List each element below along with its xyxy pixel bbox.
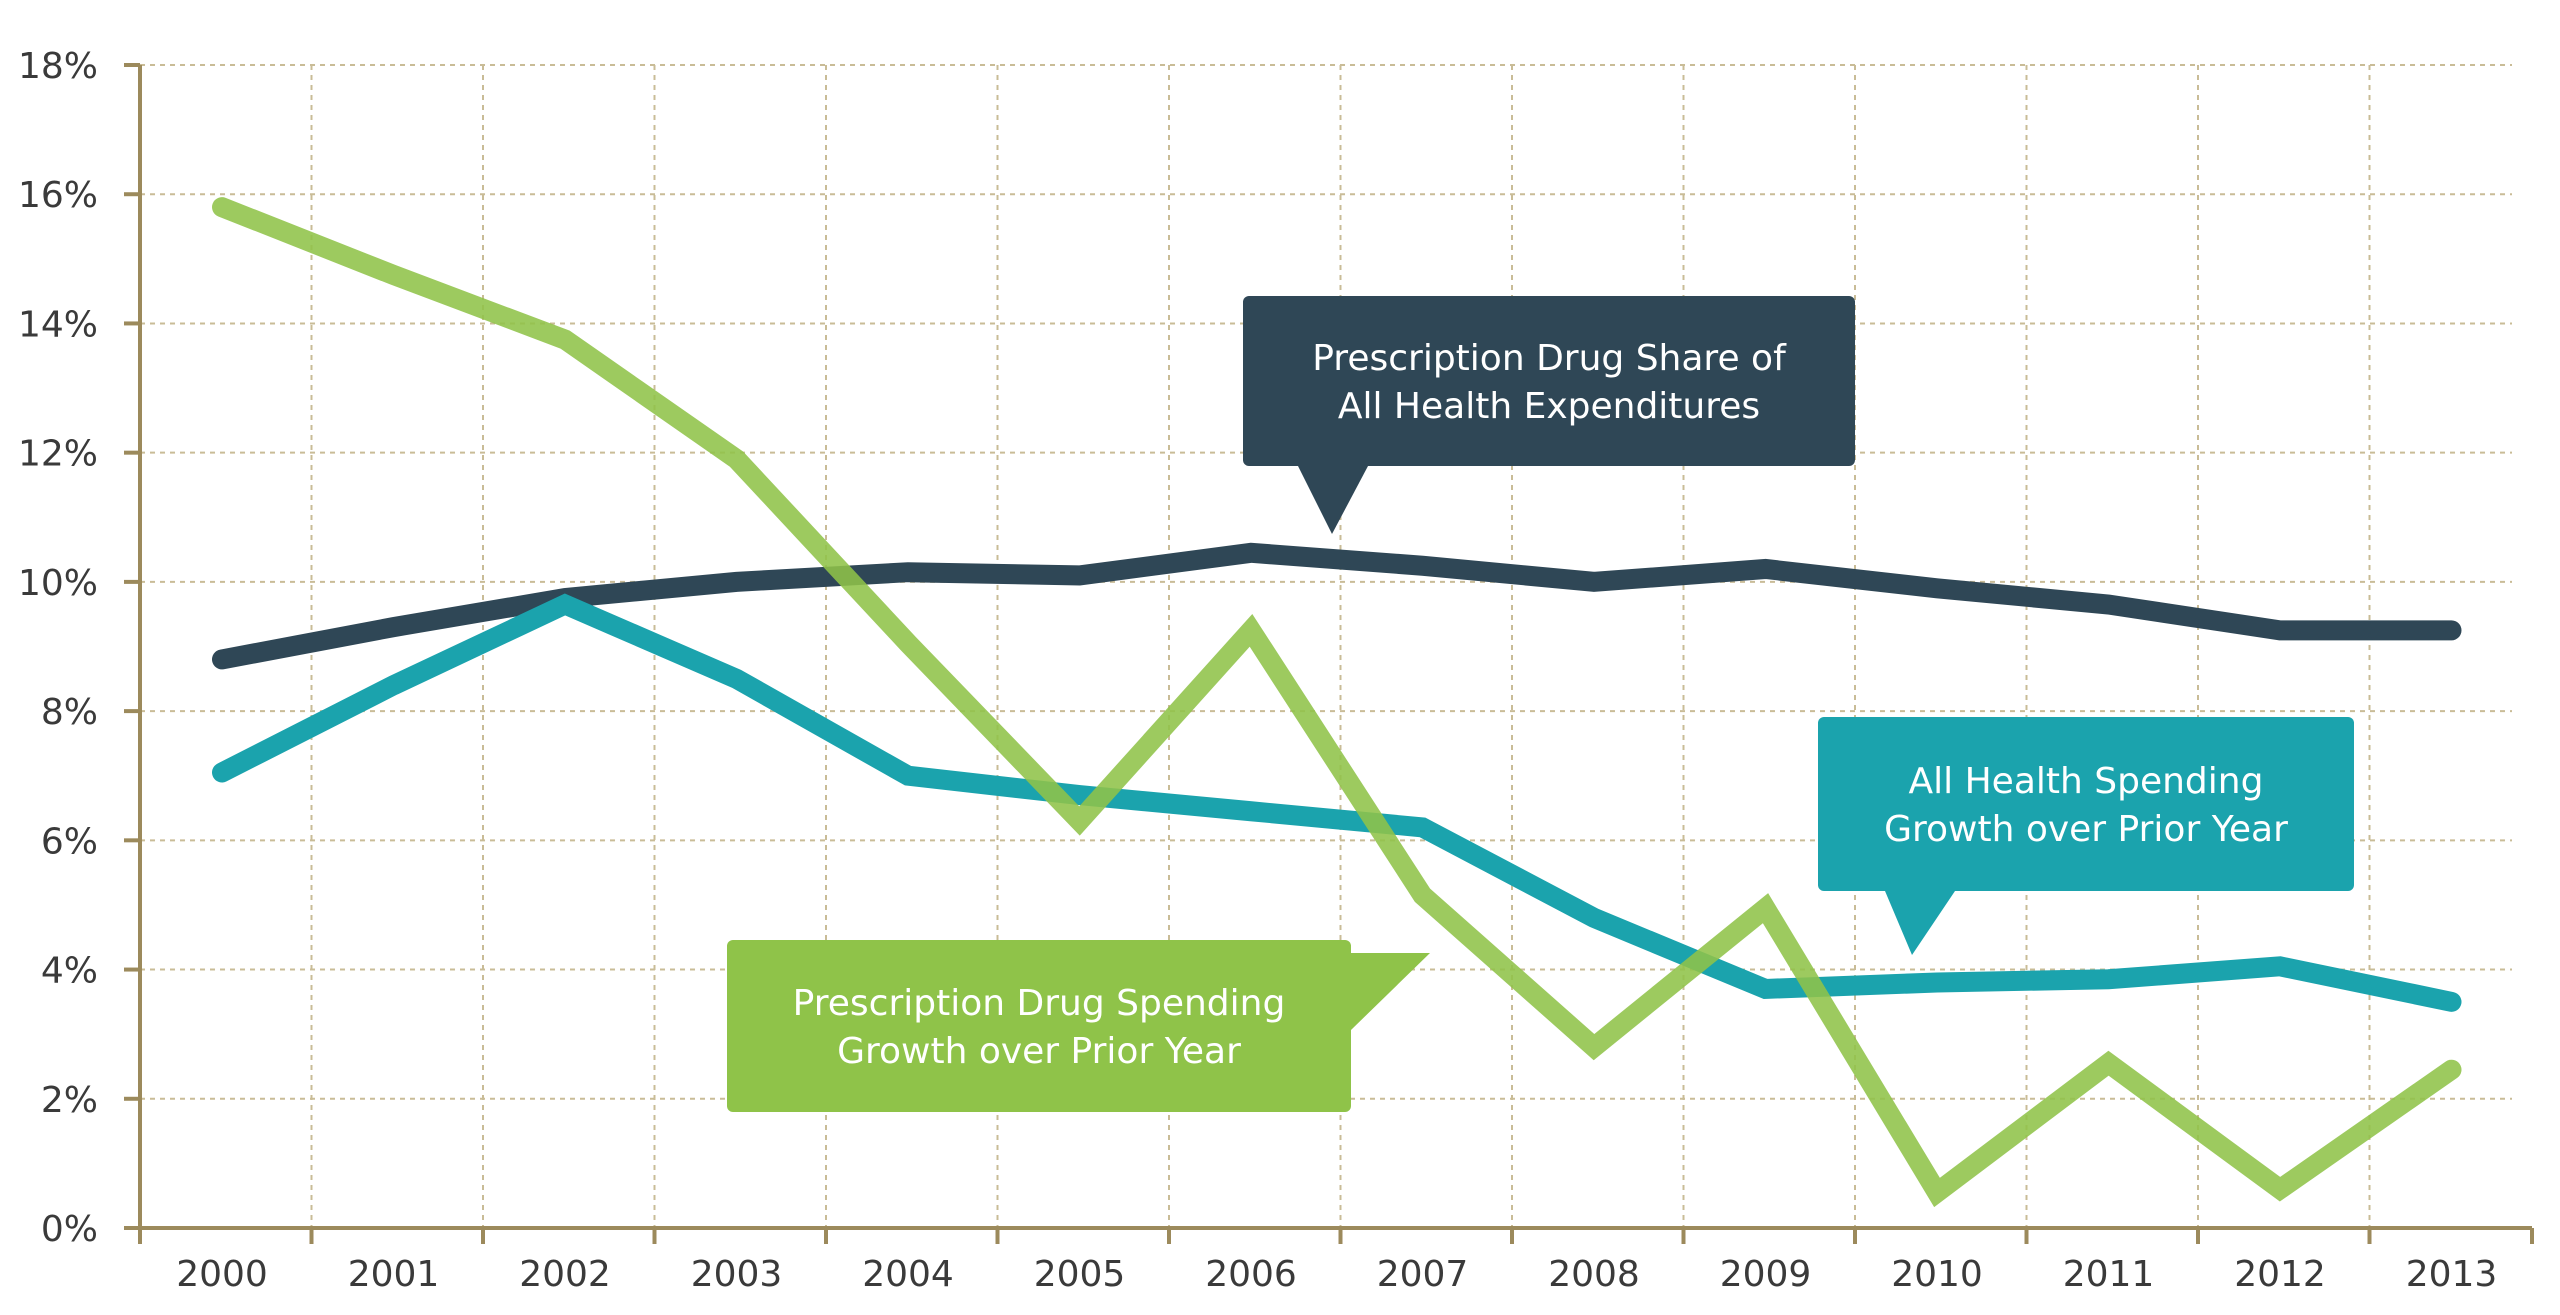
y-tick-label: 14%	[18, 304, 98, 345]
callouts: Prescription Drug Share of All Health Exp…	[727, 296, 2354, 1112]
x-tick-label: 2008	[1548, 1254, 1640, 1295]
callout-text-line: All Health Expenditures	[1338, 386, 1760, 427]
x-tick-label: 2002	[519, 1254, 611, 1295]
x-tick-label: 2003	[691, 1254, 783, 1295]
series-line-2	[212, 197, 2462, 1208]
callout-1: All Health Spending Growth over Prior Yea…	[1818, 717, 2354, 955]
x-tick-label: 2007	[1377, 1254, 1469, 1295]
x-tick-label: 2013	[2406, 1254, 2498, 1295]
callout-pointer	[1885, 891, 1955, 955]
callout-text-line: Prescription Drug Spending	[793, 983, 1286, 1024]
callout-text-line: All Health Spending	[1909, 761, 2264, 802]
callout-pointer	[1298, 466, 1368, 534]
x-tick-label: 2000	[176, 1254, 268, 1295]
callout-box	[1818, 717, 2354, 891]
x-tick-label: 2005	[1034, 1254, 1126, 1295]
y-tick-label: 16%	[18, 175, 98, 216]
callout-text-line: Growth over Prior Year	[1884, 809, 2288, 850]
y-tick-label: 8%	[41, 692, 98, 733]
callout-box	[727, 940, 1351, 1112]
callout-pointer	[1351, 953, 1430, 1030]
callout-text-line: Growth over Prior Year	[837, 1031, 1241, 1072]
x-tick-label: 2001	[348, 1254, 440, 1295]
y-tick-label: 18%	[18, 46, 98, 87]
x-tick-label: 2011	[2063, 1254, 2155, 1295]
y-tick-label: 6%	[41, 821, 98, 862]
series-line-1	[212, 593, 2462, 1012]
axes: 0% 2% 4% 6% 8% 10% 12% 14% 16% 18% 2000 2001 2002 200…	[18, 46, 2534, 1295]
y-tick-label: 10%	[18, 563, 98, 604]
y-tick-label: 2%	[41, 1080, 98, 1121]
callout-0: Prescription Drug Share of All Health Exp…	[1243, 296, 1855, 534]
x-tick-label: 2009	[1720, 1254, 1812, 1295]
callout-box	[1243, 296, 1855, 466]
y-tick-label: 4%	[41, 951, 98, 992]
series-lines	[212, 197, 2462, 1208]
x-tick-label: 2004	[862, 1254, 954, 1295]
y-tick-label: 0%	[41, 1209, 98, 1250]
callout-2: Prescription Drug Spending Growth over Pr…	[727, 940, 1430, 1112]
series-line-0	[212, 542, 2462, 670]
callout-text-line: Prescription Drug Share of	[1312, 338, 1787, 379]
y-tick-label: 12%	[18, 434, 98, 475]
x-tick-label: 2010	[1891, 1254, 1983, 1295]
x-tick-label: 2006	[1205, 1254, 1297, 1295]
x-tick-label: 2012	[2234, 1254, 2326, 1295]
